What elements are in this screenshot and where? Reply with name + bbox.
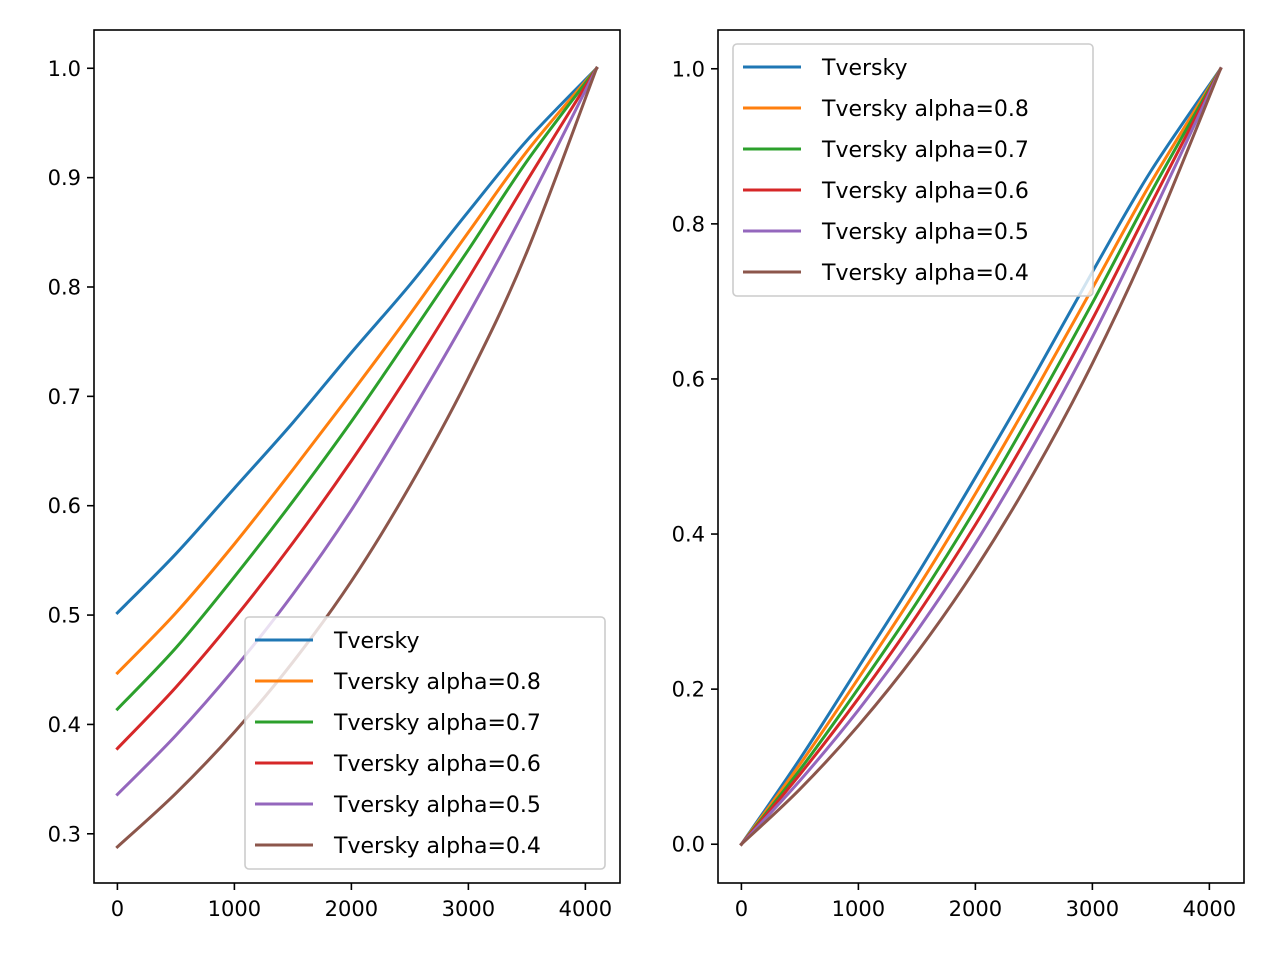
legend-label-tversky-alpha-0-6: Tversky alpha=0.6 bbox=[333, 752, 541, 777]
x-tick-label: 3000 bbox=[442, 897, 495, 921]
y-tick-label: 0.7 bbox=[48, 385, 81, 409]
series-line-tversky bbox=[739, 66, 1223, 847]
legend: Tversky Tversky alpha=0.8 Tversky alpha=0.… bbox=[732, 43, 1094, 297]
legend-box bbox=[732, 43, 1094, 297]
legend: Tversky Tversky alpha=0.8 Tversky alpha=0.… bbox=[244, 616, 606, 870]
y-tick-label: 0.3 bbox=[48, 822, 81, 846]
y-tick-label: 0.2 bbox=[672, 678, 705, 702]
x-tick-label: 0 bbox=[735, 897, 748, 921]
series-line-tversky-alpha-0-6 bbox=[739, 66, 1223, 847]
y-tick-label: 1.0 bbox=[48, 57, 81, 81]
x-tick-label: 1000 bbox=[208, 897, 261, 921]
series-line-tversky bbox=[115, 66, 599, 616]
axes-frame bbox=[717, 29, 1245, 884]
legend-label-tversky: Tversky bbox=[821, 56, 907, 81]
y-tick-label: 0.4 bbox=[48, 713, 81, 737]
legend-label-tversky-alpha-0-8: Tversky alpha=0.8 bbox=[821, 97, 1029, 122]
series-line-tversky-alpha-0-7 bbox=[739, 66, 1223, 847]
y-tick-label: 0.4 bbox=[672, 523, 705, 547]
series-line-tversky-alpha-0-8 bbox=[115, 66, 599, 676]
series-line-tversky-alpha-0-8 bbox=[739, 66, 1223, 847]
x-tick-label: 1000 bbox=[832, 897, 885, 921]
legend-label-tversky-alpha-0-6: Tversky alpha=0.6 bbox=[821, 179, 1029, 204]
legend-label-tversky-alpha-0-7: Tversky alpha=0.7 bbox=[333, 711, 541, 736]
series-line-tversky-alpha-0-6 bbox=[115, 66, 599, 751]
left-subplot: 0 1000 2000 3000 4000 0.3 0.4 0.5 0.6 0.7 0.8 0.9 1.… bbox=[48, 29, 621, 921]
y-tick-label: 0.9 bbox=[48, 166, 81, 190]
legend-label-tversky-alpha-0-8: Tversky alpha=0.8 bbox=[333, 670, 541, 695]
legend-label-tversky-alpha-0-7: Tversky alpha=0.7 bbox=[821, 138, 1029, 163]
legend-label-tversky-alpha-0-4: Tversky alpha=0.4 bbox=[821, 261, 1029, 286]
legend-label-tversky-alpha-0-5: Tversky alpha=0.5 bbox=[333, 793, 541, 818]
series-line-tversky-alpha-0-5 bbox=[739, 66, 1223, 847]
y-tick-label: 0.6 bbox=[672, 367, 705, 391]
legend-label-tversky-alpha-0-4: Tversky alpha=0.4 bbox=[333, 834, 541, 859]
y-tick-label: 0.6 bbox=[48, 494, 81, 518]
series-line-tversky-alpha-0-7 bbox=[115, 66, 599, 712]
y-tick-label: 0.8 bbox=[672, 212, 705, 236]
x-tick-label: 2000 bbox=[949, 897, 1002, 921]
y-tick-label: 0.8 bbox=[48, 275, 81, 299]
x-tick-label: 2000 bbox=[325, 897, 378, 921]
legend-box bbox=[244, 616, 606, 870]
series-line-tversky-alpha-0-4 bbox=[739, 66, 1223, 847]
series-line-tversky-alpha-0-5 bbox=[115, 66, 599, 797]
right-subplot: 0 1000 2000 3000 4000 0.0 0.2 0.4 0.6 0.8 1.0 Tvers… bbox=[672, 29, 1245, 921]
x-tick-label: 4000 bbox=[559, 897, 612, 921]
y-tick-label: 1.0 bbox=[672, 57, 705, 81]
legend-label-tversky-alpha-0-5: Tversky alpha=0.5 bbox=[821, 220, 1029, 245]
legend-label-tversky: Tversky bbox=[333, 629, 419, 654]
axes-frame bbox=[93, 29, 621, 884]
y-tick-label: 0.5 bbox=[48, 604, 81, 628]
x-tick-label: 0 bbox=[111, 897, 124, 921]
series-line-tversky-alpha-0-4 bbox=[115, 66, 599, 850]
x-tick-label: 4000 bbox=[1183, 897, 1236, 921]
x-tick-label: 3000 bbox=[1066, 897, 1119, 921]
y-tick-label: 0.0 bbox=[672, 833, 705, 857]
